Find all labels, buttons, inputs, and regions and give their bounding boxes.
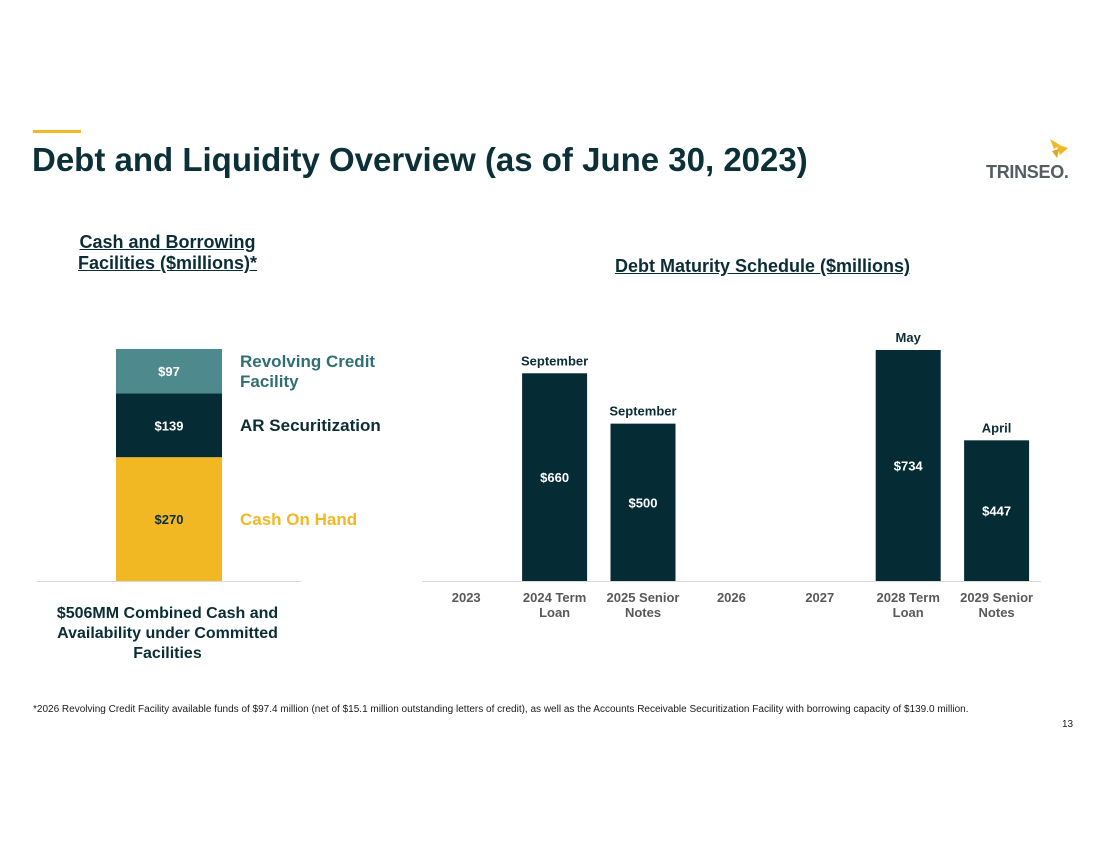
debt-category-label-2024-term-loan: 2024 Term Loan — [523, 590, 586, 620]
title-accent-line — [33, 130, 81, 133]
debt-category-label-2029-senior-notes: 2029 Senior Notes — [960, 590, 1033, 620]
debt-value-label-2029-senior-notes: $447 — [982, 504, 1011, 519]
cash-value-label-revolving-credit-facility: $97 — [158, 364, 180, 379]
cash-legend-ar-securitization: AR Securitization — [240, 416, 381, 435]
debt-bar-2028-term-loan — [875, 350, 941, 581]
logo-text: TRINSEO. — [986, 162, 1069, 182]
debt-maturity-bar-chart: 2023 $660 September 2024 Term Loan $500 Septem… — [422, 330, 1041, 620]
debt-value-label-2028-term-loan: $734 — [894, 459, 924, 474]
debt-category-label-2026: 2026 — [717, 590, 746, 605]
debt-category-label-2025-senior-notes: 2025 Senior Notes — [607, 590, 680, 620]
debt-month-label-2025-senior-notes: September — [609, 404, 676, 419]
trinseo-logo: TRINSEO. — [982, 137, 1074, 183]
cash-section-title: Cash and Borrowing Facilities ($millions… — [77, 232, 258, 273]
debt-month-label-2028-term-loan: May — [896, 330, 922, 345]
cash-legend-revolving-credit-facility: Revolving Credit Facility — [240, 352, 375, 391]
page-title: Debt and Liquidity Overview (as of June … — [32, 141, 808, 178]
debt-month-label-2029-senior-notes: April — [982, 420, 1012, 435]
debt-section-title: Debt Maturity Schedule ($millions) — [614, 256, 911, 276]
cash-stacked-bar-chart: $270 Cash On Hand $139 AR Securitization $97… — [37, 349, 381, 582]
cash-value-label-cash-on-hand: $270 — [155, 512, 184, 527]
cash-legend-cash-on-hand: Cash On Hand — [240, 510, 357, 529]
debt-value-label-2025-senior-notes: $500 — [629, 495, 658, 510]
debt-category-label-2028-term-loan: 2028 Term Loan — [877, 590, 940, 620]
cash-segment-ar-securitization — [116, 393, 222, 458]
debt-value-label-2024-term-loan: $660 — [540, 470, 569, 485]
debt-category-label-2027: 2027 — [805, 590, 834, 605]
cash-segment-cash-on-hand — [116, 457, 222, 581]
combined-liquidity-text: $506MM Combined Cash and Availability un… — [56, 605, 279, 662]
debt-month-label-2024-term-loan: September — [521, 353, 588, 368]
debt-category-label-2023: 2023 — [452, 590, 481, 605]
footnote: *2026 Revolving Credit Facility availabl… — [33, 704, 969, 715]
cash-value-label-ar-securitization: $139 — [155, 418, 184, 433]
page-number: 13 — [1062, 719, 1074, 730]
cash-segment-revolving-credit-facility — [116, 349, 222, 394]
debt-bar-2025-senior-notes — [610, 423, 676, 581]
debt-bar-2024-term-loan — [522, 373, 588, 581]
debt-bar-2029-senior-notes — [964, 440, 1030, 581]
trinseo-arrow-icon — [1050, 139, 1068, 158]
